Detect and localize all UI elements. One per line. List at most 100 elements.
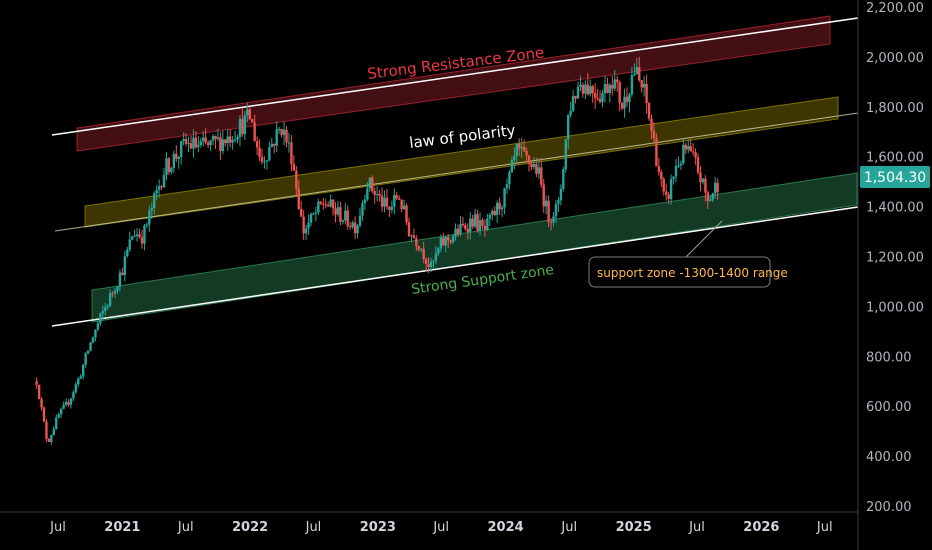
candle-body	[689, 146, 692, 152]
candle	[84, 351, 87, 368]
candle-body	[295, 170, 298, 189]
candle-body	[368, 177, 372, 189]
candle	[192, 129, 195, 158]
candle	[150, 202, 153, 219]
candle	[42, 406, 46, 423]
candle-body	[513, 155, 516, 161]
candle	[385, 189, 389, 210]
candle-body	[405, 205, 408, 223]
candle	[503, 188, 506, 215]
last-price-badge: 1,504.30	[860, 166, 930, 188]
y-tick-label: 1,400.00	[866, 201, 924, 216]
candle	[353, 216, 357, 239]
y-tick-label: 600.00	[866, 400, 912, 415]
candle-body	[508, 172, 511, 185]
candle-body	[241, 118, 244, 135]
candle	[106, 303, 109, 310]
candle-body	[635, 67, 639, 75]
candle	[407, 217, 411, 237]
candle	[584, 80, 587, 100]
candle-body	[412, 235, 416, 239]
candle-body	[451, 236, 455, 243]
candle	[704, 175, 707, 202]
candle	[182, 132, 185, 146]
candle	[393, 188, 396, 215]
candle	[446, 234, 450, 248]
x-tick-label: Jul	[816, 520, 833, 535]
candle	[331, 199, 335, 216]
candle	[642, 75, 646, 97]
candle	[346, 205, 349, 230]
candle-body	[473, 214, 477, 227]
candle-body	[427, 263, 430, 268]
candle	[616, 75, 619, 92]
candle	[576, 81, 580, 100]
candle-body	[603, 84, 607, 94]
candle-body	[483, 225, 487, 230]
support-zone	[91, 172, 858, 323]
candle	[94, 329, 97, 342]
candle	[505, 178, 509, 194]
candle	[638, 56, 641, 83]
candle	[165, 152, 168, 181]
candle	[380, 187, 384, 212]
candle	[608, 82, 612, 103]
candle	[199, 137, 202, 148]
candle	[495, 200, 499, 223]
candle	[424, 257, 428, 272]
candle	[130, 235, 134, 241]
candle-body	[520, 147, 523, 149]
candle-body	[302, 216, 305, 234]
candle	[363, 194, 367, 211]
candle	[317, 198, 320, 216]
candle	[265, 159, 269, 170]
candle-body	[153, 193, 156, 208]
candle-body	[601, 93, 604, 102]
candle	[177, 155, 180, 169]
candle	[579, 75, 582, 91]
candle	[586, 73, 590, 96]
candle-body	[236, 137, 239, 140]
candle-body	[701, 178, 705, 183]
candle-body	[586, 84, 590, 95]
candle-body	[444, 237, 447, 246]
candle-body	[162, 174, 166, 188]
candle	[326, 201, 330, 207]
x-tick-label: Jul	[177, 520, 194, 535]
candle	[118, 269, 122, 292]
candle	[611, 75, 614, 96]
candle-body	[393, 195, 396, 207]
candle-body	[116, 286, 119, 291]
candle	[50, 434, 53, 445]
candle	[74, 382, 78, 394]
candle	[388, 206, 391, 218]
candle-body	[402, 205, 406, 210]
candle	[628, 92, 631, 113]
candle-body	[128, 239, 131, 250]
candle-body	[388, 206, 391, 210]
candle-body	[471, 218, 474, 227]
candle	[160, 184, 163, 191]
candle-body	[314, 212, 318, 214]
candle-body	[491, 210, 494, 215]
candle-body	[687, 146, 690, 150]
candle	[179, 140, 183, 165]
candle	[535, 157, 538, 178]
candle-body	[361, 203, 364, 216]
candle-body	[253, 122, 256, 142]
candle-body	[300, 208, 303, 217]
candle-body	[363, 199, 367, 204]
y-tick-label: 1,200.00	[866, 251, 924, 266]
candle-body	[647, 103, 651, 119]
candle	[662, 176, 665, 196]
candle	[375, 186, 379, 202]
candle-body	[662, 178, 665, 192]
candle	[444, 235, 447, 253]
candle	[567, 114, 570, 150]
candle	[549, 218, 553, 231]
candle-body	[439, 237, 443, 249]
candle-body	[642, 83, 646, 88]
candle	[522, 139, 526, 153]
candle-body	[353, 222, 357, 234]
